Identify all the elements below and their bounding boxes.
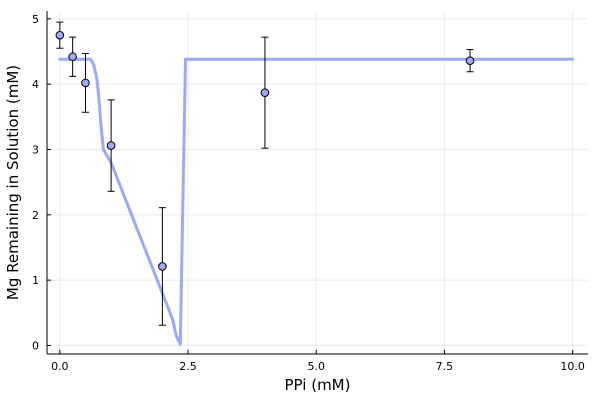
y-tick-label: 5 bbox=[32, 13, 39, 26]
x-axis-title: PPi (mM) bbox=[285, 376, 351, 394]
data-point bbox=[81, 78, 90, 88]
tick-labels: 0.0 2.5 5.0 7.5 10.0 0 1 2 3 4 5 bbox=[32, 13, 585, 373]
y-tick-label: 0 bbox=[32, 340, 39, 353]
data-point bbox=[106, 141, 116, 150]
data-point bbox=[55, 30, 65, 40]
x-tick-label: 2.5 bbox=[179, 360, 197, 373]
y-tick-label: 1 bbox=[32, 274, 39, 287]
axes bbox=[46, 11, 588, 355]
x-tick-label: 5.0 bbox=[307, 360, 325, 373]
x-tick-label: 0.0 bbox=[51, 360, 69, 373]
y-tick-label: 4 bbox=[32, 78, 39, 91]
x-tick-label: 7.5 bbox=[436, 360, 454, 373]
x-tick-label: 10.0 bbox=[560, 360, 585, 373]
data-point bbox=[68, 52, 77, 62]
y-tick-label: 2 bbox=[32, 209, 39, 222]
data-point bbox=[158, 262, 167, 271]
grid bbox=[47, 11, 588, 354]
data-point bbox=[260, 88, 270, 97]
y-axis-title: Mg Remaining in Solution (mM) bbox=[4, 65, 22, 300]
data-point bbox=[465, 56, 475, 65]
series bbox=[55, 21, 575, 346]
y-tick-label: 3 bbox=[32, 144, 39, 157]
fit-curve bbox=[58, 57, 575, 346]
